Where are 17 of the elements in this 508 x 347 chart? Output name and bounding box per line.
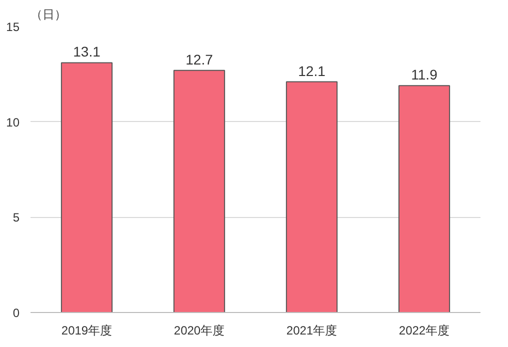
y-tick-label: 5: [12, 210, 20, 225]
y-tick-label: 0: [12, 306, 20, 320]
x-tick-label: 2022年度: [398, 324, 450, 338]
x-tick-label: 2019年度: [61, 324, 112, 338]
bar: [60, 62, 113, 312]
y-axis-title: （日）: [30, 8, 66, 22]
y-tick-label: 15: [6, 20, 20, 34]
data-label: 12.1: [298, 62, 326, 79]
data-label: 13.1: [73, 44, 101, 60]
data-label: 11.9: [411, 66, 438, 83]
bar: [173, 70, 226, 312]
x-tick-label: 2021年度: [286, 324, 338, 338]
bar: [398, 85, 450, 312]
y-tick-label: 10: [6, 115, 20, 130]
data-label: 12.7: [186, 51, 214, 68]
bar: [286, 81, 338, 312]
x-tick-label: 2020年度: [174, 324, 225, 338]
